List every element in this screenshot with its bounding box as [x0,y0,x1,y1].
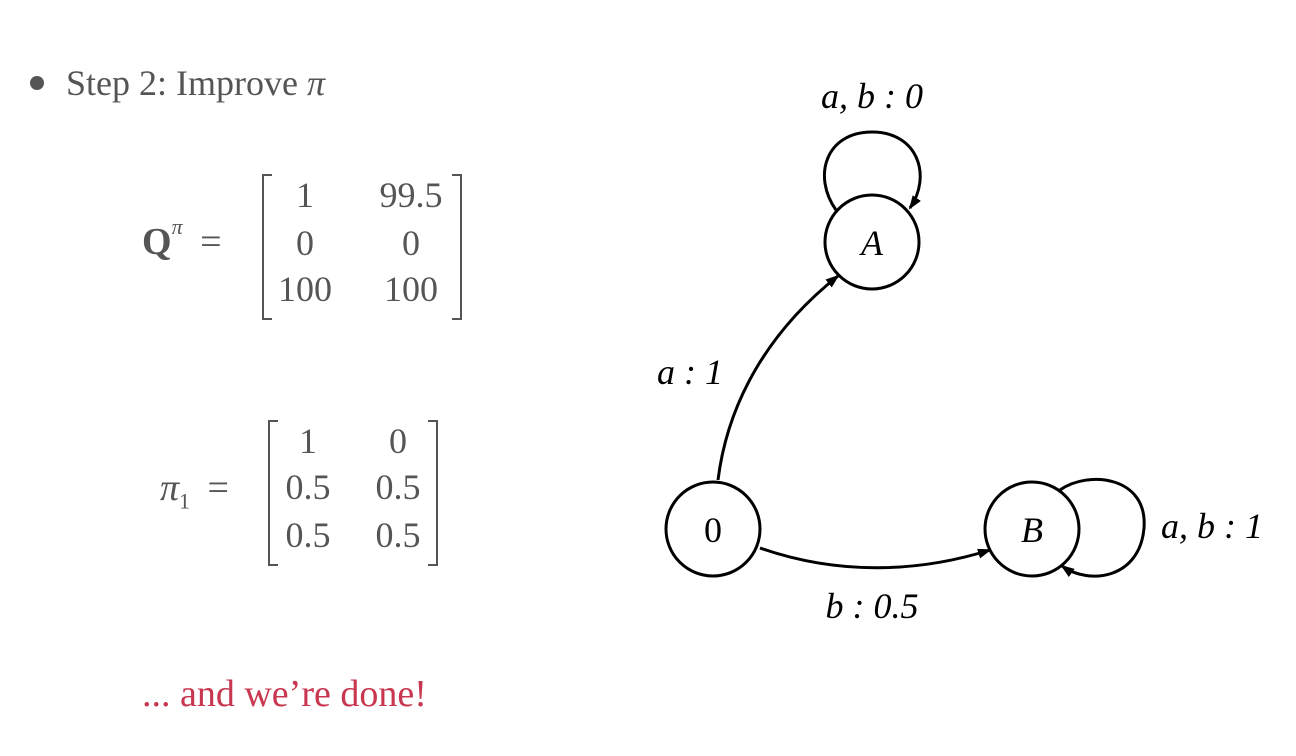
q-cell: 0 [296,223,314,263]
q-matrix-lhs: Qπ = [142,214,222,264]
node-0: 0 [664,480,762,578]
q-equals: = [200,221,222,263]
pi-cell: 0.5 [375,467,421,507]
edge-0-B [759,546,992,570]
q-cell: 1 [296,175,314,215]
bullet-icon [30,75,44,90]
pi-cell: 0.5 [375,515,421,555]
edge-label-B-B: a, b : 1 [1161,506,1263,546]
step-heading: Step 2: Improve π [30,58,325,108]
pi-symbol: π [160,467,180,509]
pi-cell: 0.5 [285,467,331,507]
edge-0-A [716,274,840,481]
pi-right-bracket [428,420,438,566]
q-symbol: Q [142,221,172,263]
pi-cell: 0.5 [285,515,331,555]
pi-cell: 0 [389,421,407,461]
node-0-label: 0 [704,510,722,550]
q-left-bracket [262,174,272,320]
node-B: B [983,480,1081,578]
node-A: A [823,193,921,291]
edge-A-A [822,130,922,211]
q-cell: 100 [384,269,438,309]
pi-left-bracket [268,420,278,566]
q-cell: 100 [278,269,332,309]
node-A-label: A [859,223,884,263]
pi-subscript: 1 [179,488,191,514]
pi-matrix-lhs: π1 = [160,466,229,515]
q-cell: 99.5 [379,175,443,215]
q-right-bracket [452,174,462,320]
edge-B-B [1059,478,1146,578]
q-superscript: π [171,214,183,240]
pi-cell: 1 [299,421,317,461]
done-text: ... and we’re done! [142,673,427,715]
q-cell: 0 [402,223,420,263]
pi-equals: = [207,467,229,509]
edge-label-0-B: b : 0.5 [826,586,919,626]
edge-label-0-A: a : 1 [657,352,723,392]
edge-label-A-A: a, b : 0 [821,76,923,116]
node-B-label: B [1021,510,1043,550]
step-text: Step 2: Improve [66,63,307,103]
pi-symbol: π [306,63,326,103]
